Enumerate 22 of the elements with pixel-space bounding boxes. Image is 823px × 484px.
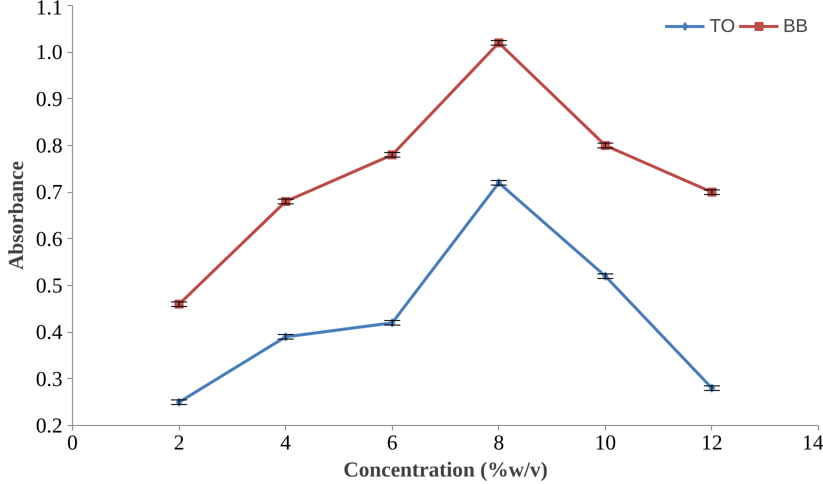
legend-label: BB (783, 15, 808, 37)
x-axis-title: Concentration (%w/v) (343, 458, 548, 482)
y-tick-label: 0.8 (36, 134, 63, 158)
y-tick-label: 0.4 (36, 320, 63, 344)
x-tick-label: 6 (386, 430, 398, 454)
y-tick-label: 0.9 (36, 86, 63, 111)
y-tick-label: 0.3 (36, 366, 63, 391)
x-tick-label: 8 (493, 430, 504, 454)
y-tick-label: 1.0 (36, 40, 63, 64)
y-tick-label: 0.6 (36, 226, 63, 251)
x-tick-label: 12 (701, 430, 723, 454)
x-tick-label: 14 (802, 430, 823, 454)
x-tick-label: 4 (280, 430, 292, 454)
y-tick-label: 0.2 (36, 414, 63, 438)
y-axis-title: Absorbance (4, 160, 28, 270)
x-tick-label: 10 (594, 430, 616, 454)
y-tick-label: 1.1 (36, 0, 63, 20)
y-tick-label: 0.5 (36, 274, 63, 298)
x-tick-label: 0 (67, 430, 78, 454)
x-tick-label: 2 (174, 430, 184, 454)
legend-label: TO (710, 15, 736, 37)
y-tick-label: 0.7 (36, 180, 63, 204)
